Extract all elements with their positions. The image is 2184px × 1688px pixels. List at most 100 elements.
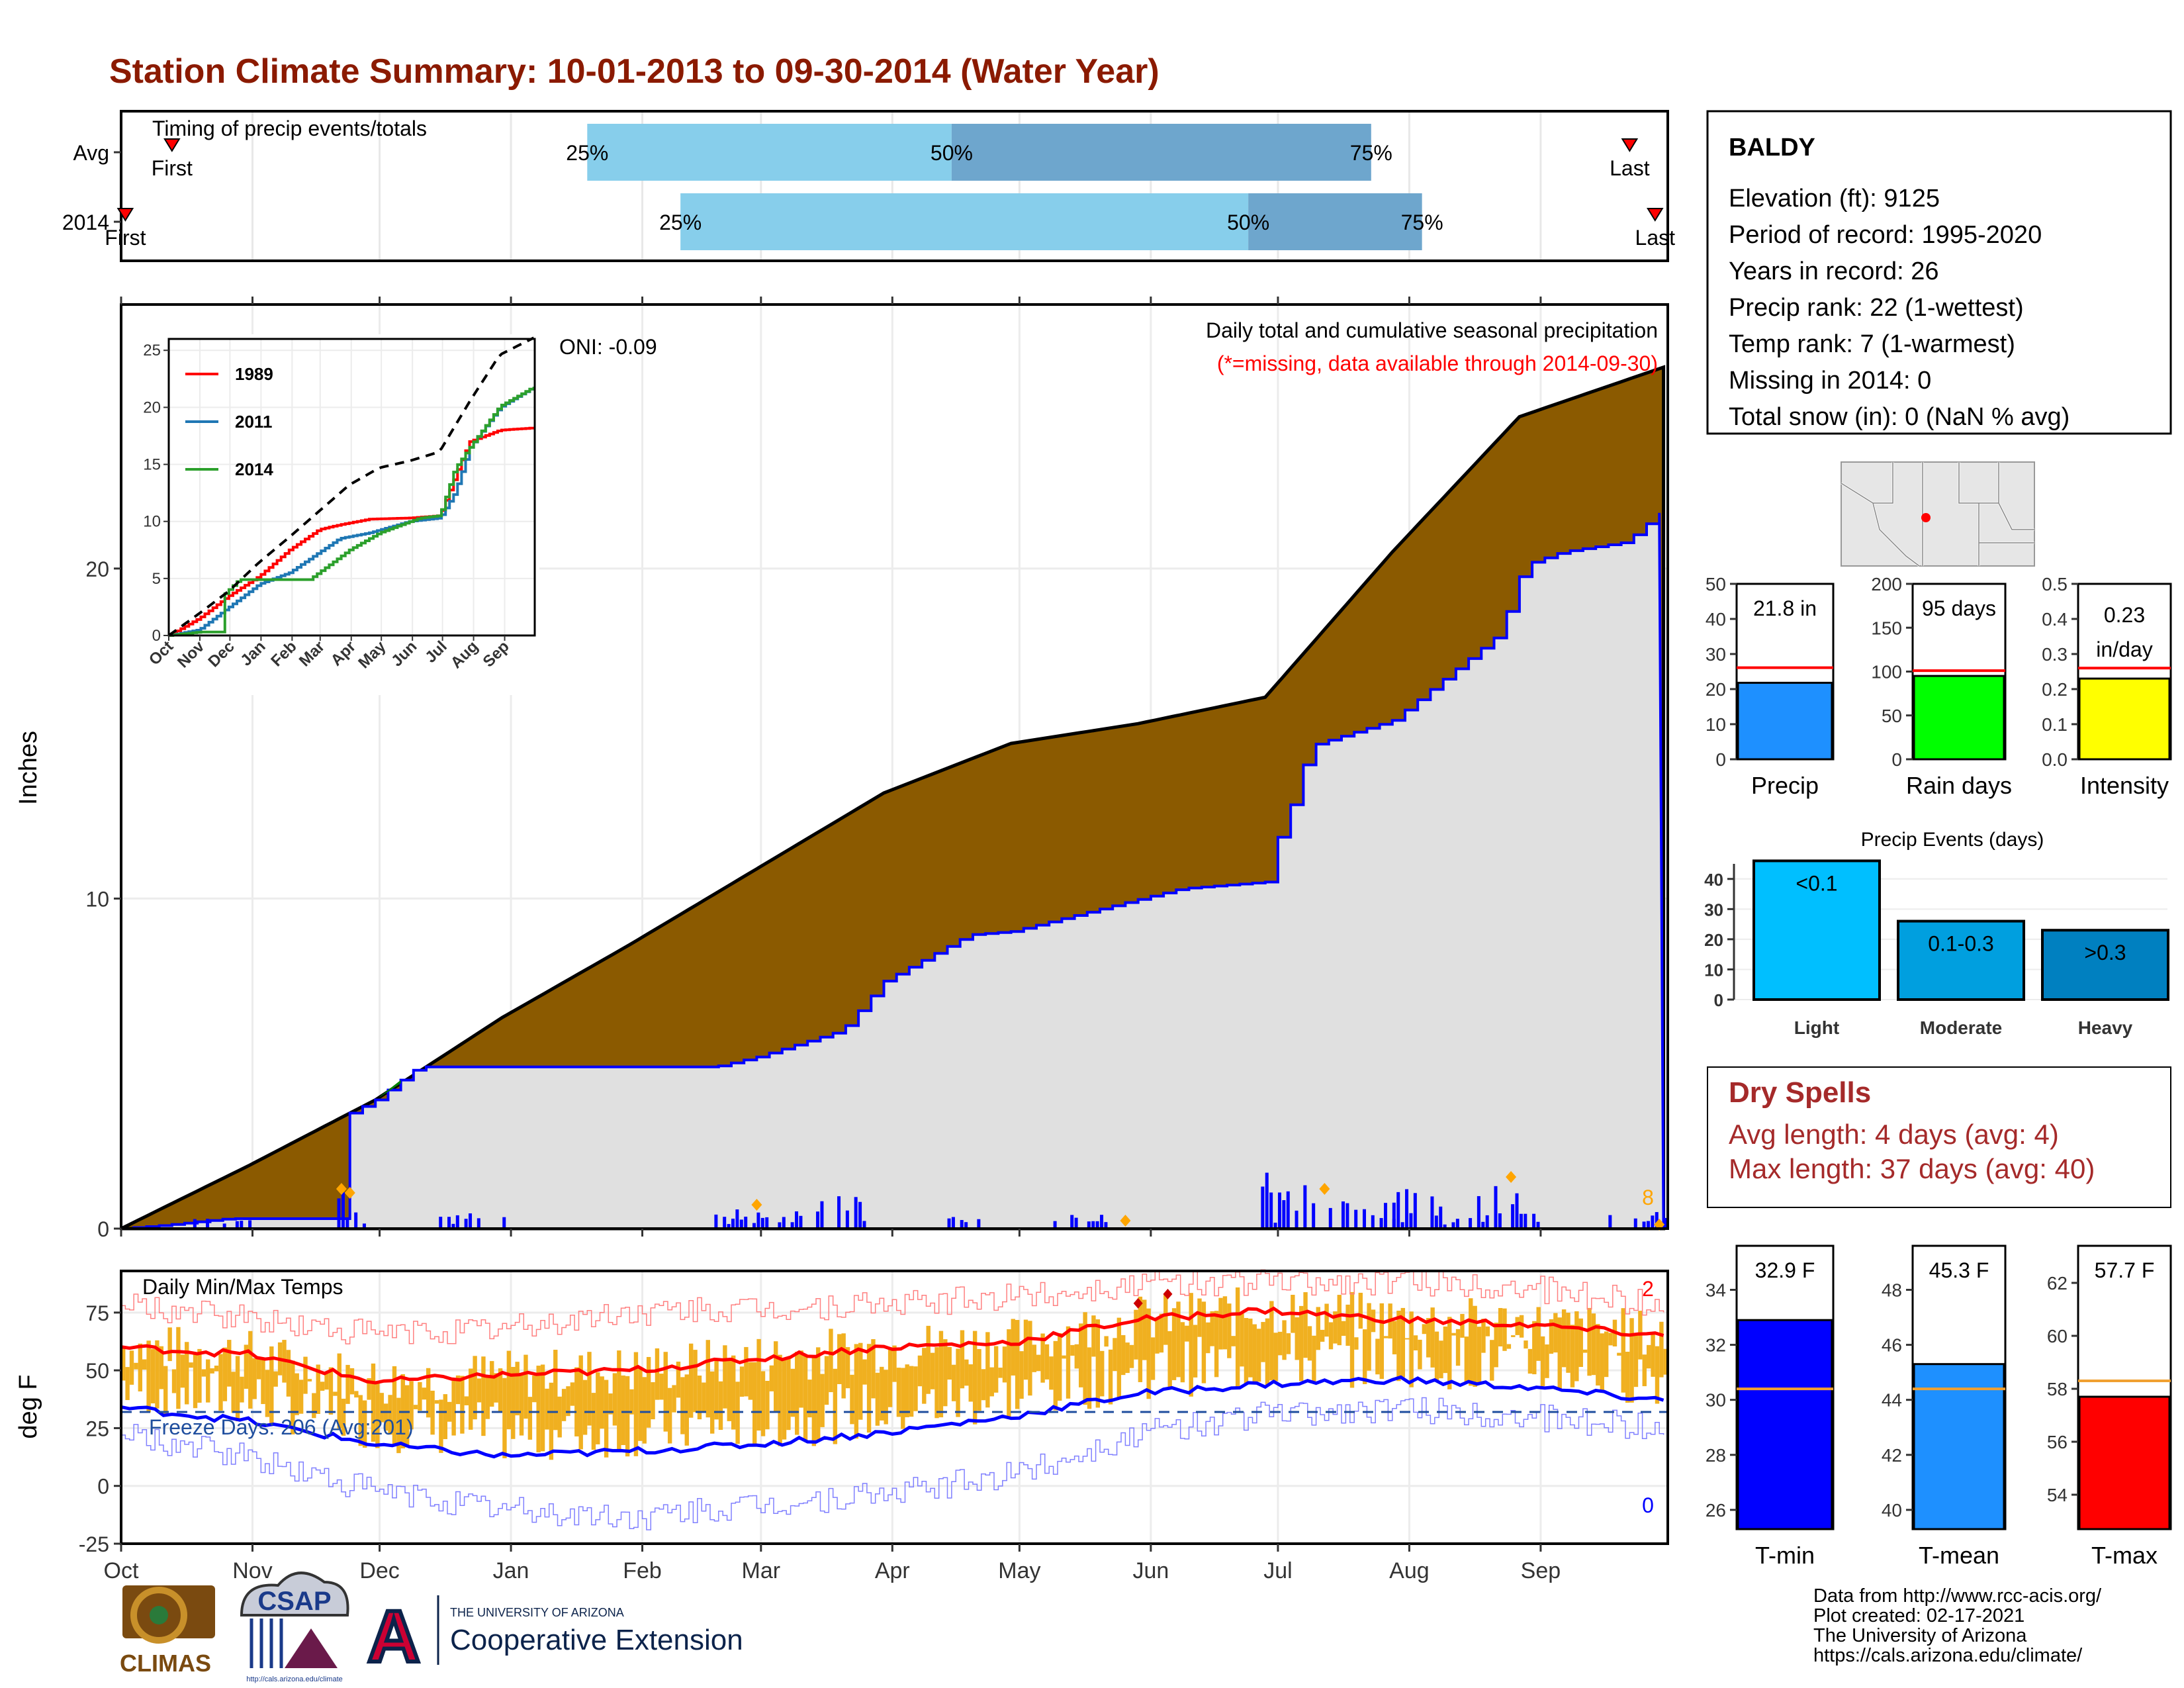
daily-precip-bar xyxy=(362,1223,366,1229)
daily-temp-bar xyxy=(379,1393,384,1423)
timing-bar-q2 xyxy=(587,124,952,181)
daily-temp-bar xyxy=(1049,1356,1054,1390)
daily-temp-bar xyxy=(324,1373,329,1390)
daily-temp-bar xyxy=(1066,1326,1071,1399)
daily-temp-bar xyxy=(337,1353,341,1429)
daily-temp-bar xyxy=(540,1364,545,1452)
mini-chart-bar xyxy=(1913,675,2005,761)
month-label: Jul xyxy=(1263,1558,1292,1583)
precip-panel: 0 10 20 Inches Daily total and cumulative … xyxy=(15,297,1669,1241)
daily-temp-bar xyxy=(943,1339,948,1407)
daily-temp-bar xyxy=(345,1364,350,1404)
daily-temp-bar xyxy=(714,1360,719,1420)
daily-temp-bar xyxy=(862,1359,867,1385)
daily-temp-bar xyxy=(1337,1295,1342,1346)
daily-temp-bar xyxy=(1566,1313,1570,1373)
daily-precip-bar xyxy=(1345,1203,1349,1229)
mini-chart-ytick-label: 60 xyxy=(2047,1326,2068,1346)
daily-temp-bar xyxy=(850,1374,854,1425)
mini-chart-ytick-label: 30 xyxy=(1706,644,1726,665)
timing-p50-label: 50% xyxy=(1227,211,1269,234)
temp-ytick-label: -25 xyxy=(79,1532,109,1556)
daily-temp-bar xyxy=(1413,1335,1418,1351)
mini-chart-category-label: T-mean xyxy=(1919,1542,1999,1569)
month-label: Dec xyxy=(359,1558,399,1583)
daily-temp-bar xyxy=(210,1368,214,1374)
daily-temp-bar xyxy=(951,1364,956,1401)
daily-temp-bar xyxy=(1116,1317,1122,1397)
daily-temp-bar xyxy=(404,1385,410,1448)
ua-mark-icon: A xyxy=(367,1596,420,1677)
daily-temp-bar xyxy=(163,1366,168,1416)
daily-precip-bar xyxy=(858,1201,862,1229)
daily-temp-bar xyxy=(1600,1333,1604,1391)
daily-temp-bar xyxy=(1028,1321,1032,1396)
mini-chart-ytick-label: 50 xyxy=(1882,706,1902,726)
daily-temp-bar xyxy=(1295,1317,1299,1360)
daily-temp-bar xyxy=(396,1397,401,1454)
events-bar-light xyxy=(1752,859,1881,1002)
credit-line: https://cals.arizona.edu/climate/ xyxy=(1813,1645,2083,1666)
daily-temp-bar xyxy=(1469,1298,1473,1386)
events-ytick-label: 40 xyxy=(1704,870,1723,890)
daily-temp-bar xyxy=(947,1346,952,1380)
precip-ylabel: Inches xyxy=(15,731,42,805)
daily-precip-bar xyxy=(477,1218,480,1229)
daily-precip-bar xyxy=(1282,1200,1286,1229)
mini-chart-ytick-label: 30 xyxy=(1706,1390,1726,1411)
daily-temp-bar xyxy=(426,1368,431,1418)
station-info-line: Period of record: 1995-2020 xyxy=(1729,221,2042,249)
daily-temp-bar xyxy=(1451,1333,1456,1336)
daily-temp-bar xyxy=(880,1366,884,1421)
daily-temp-bar xyxy=(1345,1304,1350,1346)
daily-temp-bar xyxy=(1477,1327,1482,1385)
mini-chart-ytick-label: 150 xyxy=(1871,618,1902,638)
timing-p50-label: 50% xyxy=(931,141,973,165)
inset-ytick-label: 10 xyxy=(143,513,161,531)
daily-temp-bar xyxy=(1240,1313,1244,1367)
daily-temp-bar xyxy=(477,1378,482,1403)
daily-precip-bar xyxy=(790,1222,794,1229)
daily-temp-bar xyxy=(718,1381,723,1430)
daily-temp-bar xyxy=(887,1347,893,1407)
daily-temp-bar xyxy=(362,1400,367,1448)
daily-temp-bar xyxy=(231,1372,236,1413)
daily-temp-bar xyxy=(1277,1331,1283,1356)
daily-temp-bar xyxy=(1074,1344,1079,1369)
credits: Data from http://www.rcc-acis.org/Plot c… xyxy=(1813,1585,2102,1666)
mini-chart-precip: 0 10 20 30 40 50 21.8 in Precip xyxy=(1706,574,1835,799)
daily-precip-bar xyxy=(1477,1196,1480,1229)
daily-temp-bar xyxy=(1494,1323,1498,1368)
daily-precip-bar xyxy=(760,1217,764,1229)
record-high-count: 2 xyxy=(1642,1277,1654,1301)
daily-temp-bar xyxy=(917,1355,923,1387)
daily-temp-bar xyxy=(1176,1301,1181,1378)
daily-temp-bar xyxy=(1574,1311,1579,1382)
daily-precip-bar xyxy=(1532,1213,1536,1229)
daily-temp-bar xyxy=(1040,1333,1045,1383)
daily-temp-bar xyxy=(354,1391,359,1398)
temp-ytick-label: 0 xyxy=(97,1475,109,1499)
daily-temp-bar xyxy=(1625,1351,1630,1403)
inset-legend-label: 2011 xyxy=(235,412,272,432)
timing-row-label: Avg xyxy=(73,141,109,165)
daily-precip-bar xyxy=(1295,1210,1298,1229)
daily-temp-bar xyxy=(1443,1326,1448,1374)
station-info-line: Years in record: 26 xyxy=(1729,258,1939,285)
daily-precip-bar xyxy=(1053,1221,1057,1229)
locator-map xyxy=(1841,461,2035,567)
mini-chart-category-label: Intensity xyxy=(2080,772,2169,799)
mini-chart-ytick-label: 20 xyxy=(1706,679,1726,700)
dry-spells-max: Max length: 37 days (avg: 40) xyxy=(1729,1153,2095,1184)
daily-temp-bar xyxy=(1125,1342,1130,1374)
daily-temp-bar xyxy=(612,1373,617,1426)
daily-temp-bar xyxy=(1358,1292,1363,1329)
daily-temp-bar xyxy=(1582,1349,1588,1353)
events-bar-moderate xyxy=(1897,919,2025,1001)
daily-temp-bar xyxy=(371,1363,376,1442)
daily-temp-bar xyxy=(739,1366,745,1397)
csap-url: http://cals.arizona.edu/climate xyxy=(246,1675,343,1683)
daily-temp-bar xyxy=(646,1356,651,1428)
events-bar-label: >0.3 xyxy=(2084,941,2126,964)
daily-precip-bar xyxy=(447,1217,451,1229)
